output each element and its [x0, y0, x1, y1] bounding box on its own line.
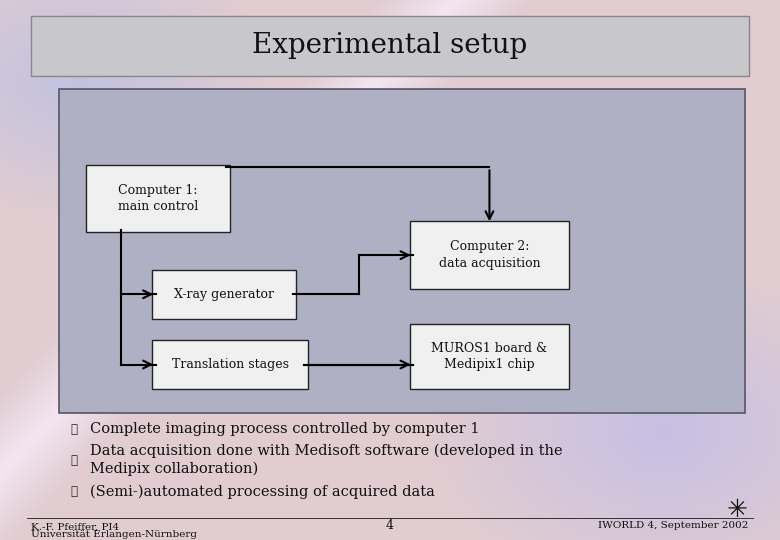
FancyBboxPatch shape — [410, 221, 569, 289]
Text: Computer 2:
data acquisition: Computer 2: data acquisition — [438, 240, 541, 270]
Text: X-ray generator: X-ray generator — [174, 288, 275, 301]
Text: ✳: ✳ — [727, 498, 747, 522]
Text: Computer 1:
main control: Computer 1: main control — [118, 184, 198, 213]
Text: ✶: ✶ — [71, 423, 77, 436]
FancyBboxPatch shape — [31, 16, 749, 76]
Text: 4: 4 — [386, 519, 394, 532]
Text: (Semi-)automated processing of acquired data: (Semi-)automated processing of acquired … — [90, 484, 434, 498]
FancyBboxPatch shape — [58, 89, 745, 413]
FancyBboxPatch shape — [86, 165, 230, 232]
Text: Experimental setup: Experimental setup — [253, 32, 527, 59]
Text: MUROS1 board &
Medipix1 chip: MUROS1 board & Medipix1 chip — [431, 342, 548, 371]
Text: ✶: ✶ — [71, 454, 77, 467]
Text: IWORLD 4, September 2002: IWORLD 4, September 2002 — [598, 522, 749, 530]
Text: K.-F. Pfeiffer, PI4: K.-F. Pfeiffer, PI4 — [31, 523, 119, 532]
Text: Data acquisition done with Medisoft software (developed in the
Medipix collabora: Data acquisition done with Medisoft soft… — [90, 444, 562, 476]
Text: Translation stages: Translation stages — [172, 358, 289, 371]
Text: Universität Erlangen-Nürnberg: Universität Erlangen-Nürnberg — [31, 530, 197, 539]
FancyBboxPatch shape — [410, 324, 569, 389]
Text: ✶: ✶ — [71, 485, 77, 498]
Text: Complete imaging process controlled by computer 1: Complete imaging process controlled by c… — [90, 422, 479, 436]
FancyBboxPatch shape — [152, 340, 308, 389]
FancyBboxPatch shape — [152, 270, 296, 319]
